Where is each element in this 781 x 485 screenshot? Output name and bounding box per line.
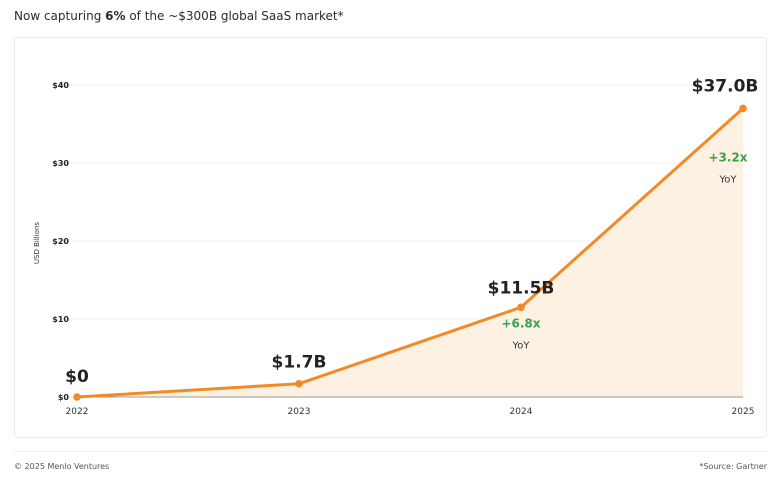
series-line xyxy=(75,106,745,399)
headline: Now capturing 6% of the ~$300B global Sa… xyxy=(14,9,344,23)
data-point xyxy=(739,104,747,113)
line-layer xyxy=(73,104,747,401)
y-tick-label: $30 xyxy=(52,159,69,168)
data-label: $0 xyxy=(65,367,89,387)
data-label: $37.0B xyxy=(692,76,759,96)
y-axis-title: USD Billions xyxy=(33,222,41,264)
copyright-text: © 2025 Menlo Ventures xyxy=(14,462,110,471)
data-point xyxy=(295,379,303,388)
growth-annotation-sub: YoY xyxy=(718,174,737,185)
source-note: *Source: Gartner xyxy=(699,462,767,471)
chart: $0 $10 $20 $30 $40 USD Billions 2022 2023 2024 20… xyxy=(33,76,758,417)
x-tick-label: 2025 xyxy=(732,407,755,417)
y-tick-label: $20 xyxy=(52,237,69,246)
footer-divider xyxy=(14,451,767,452)
x-tick-label: 2024 xyxy=(510,407,533,417)
data-label: $11.5B xyxy=(488,278,555,298)
series-area xyxy=(77,108,743,398)
data-label: $1.7B xyxy=(272,353,327,373)
y-tick-label: $10 xyxy=(52,315,69,324)
headline-suffix: of the ~$300B global SaaS market* xyxy=(125,9,344,23)
data-point xyxy=(517,303,525,312)
x-tick-label: 2023 xyxy=(288,407,311,417)
x-tick-label: 2022 xyxy=(66,407,89,417)
growth-annotation-sub: YoY xyxy=(511,340,530,351)
growth-annotation: +6.8x xyxy=(501,316,540,330)
area-layer xyxy=(77,108,743,398)
label-layer: $0 $1.7B $11.5B $37.0B +6.8x YoY +3.2x YoY xyxy=(65,76,758,387)
axis-layer: $0 $10 $20 $30 $40 USD Billions 2022 2023 2024 20… xyxy=(33,81,754,417)
growth-annotation: +3.2x xyxy=(708,150,747,164)
headline-highlight: 6% xyxy=(105,9,126,23)
y-tick-label: $40 xyxy=(52,81,69,90)
y-tick-label: $0 xyxy=(58,393,70,402)
headline-prefix: Now capturing xyxy=(14,9,106,23)
data-point xyxy=(73,393,81,401)
